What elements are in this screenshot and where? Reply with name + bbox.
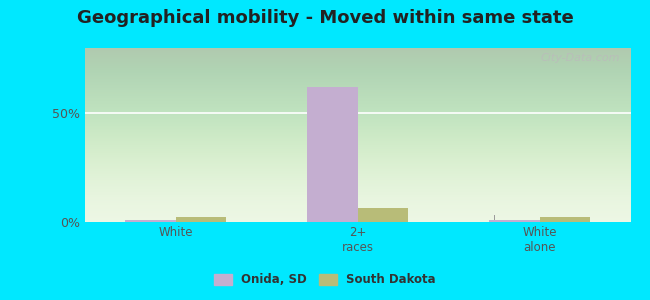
Text: City-Data.com: City-Data.com bbox=[540, 53, 619, 63]
Bar bbox=[125, 220, 176, 222]
Text: Geographical mobility - Moved within same state: Geographical mobility - Moved within sam… bbox=[77, 9, 573, 27]
Bar bbox=[540, 217, 590, 222]
Legend: Onida, SD, South Dakota: Onida, SD, South Dakota bbox=[209, 269, 441, 291]
Bar bbox=[176, 217, 226, 222]
Bar bbox=[307, 87, 358, 222]
Bar bbox=[358, 208, 408, 222]
Bar bbox=[489, 220, 540, 222]
